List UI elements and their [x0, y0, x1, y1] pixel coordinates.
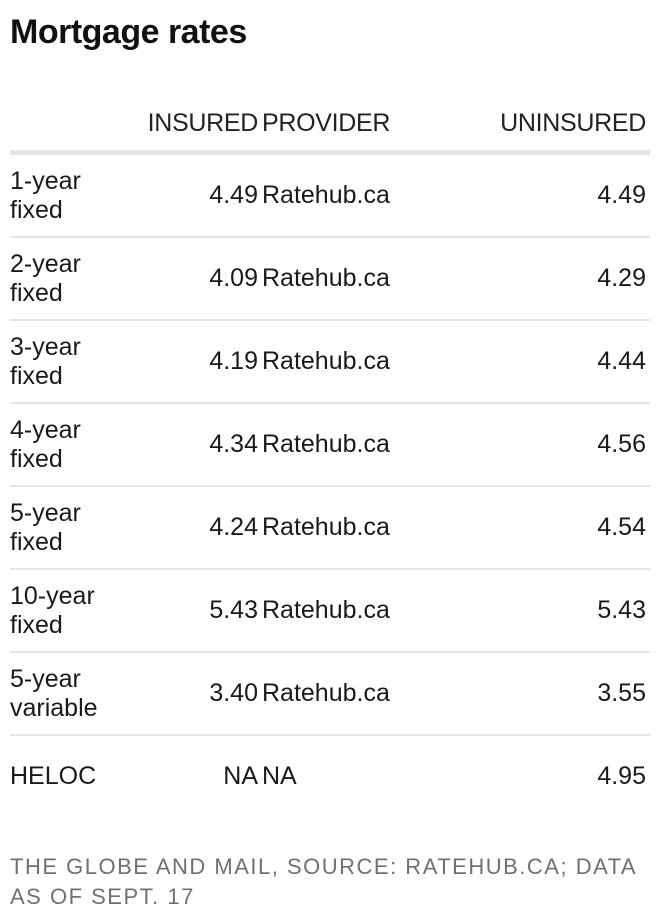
column-header-term	[10, 96, 130, 155]
insured-rate-cell: NA	[130, 735, 262, 817]
insured-rate-cell-text: 4.19	[209, 347, 258, 375]
provider-cell-text: Ratehub.ca	[262, 513, 390, 541]
insured-rate-cell: 4.34	[130, 403, 262, 487]
provider-cell-text: Ratehub.ca	[262, 347, 390, 375]
insured-rate-cell: 4.49	[130, 152, 262, 238]
provider-cell: Ratehub.ca	[262, 569, 462, 653]
term-cell: 2-year fixed	[10, 237, 130, 321]
uninsured-rate-cell: 4.44	[462, 320, 650, 404]
term-cell-text: 2-year fixed	[10, 249, 81, 307]
insured-rate-cell-text: 3.40	[209, 679, 258, 707]
table-row: 1-year fixed 4.49 Ratehub.ca 4.49	[10, 152, 650, 238]
table-header-row: INSURED PROVIDER UNINSURED	[10, 96, 650, 155]
provider-cell: Ratehub.ca	[262, 403, 462, 487]
insured-rate-cell-text: 4.09	[209, 264, 258, 292]
provider-cell: Ratehub.ca	[262, 237, 462, 321]
provider-cell: Ratehub.ca	[262, 652, 462, 736]
term-cell: 3-year fixed	[10, 320, 130, 404]
insured-rate-cell-text: 4.34	[209, 430, 258, 458]
insured-rate-cell-text: 4.24	[209, 513, 258, 541]
provider-cell-text: Ratehub.ca	[262, 430, 390, 458]
uninsured-rate-cell: 4.29	[462, 237, 650, 321]
term-cell: 4-year fixed	[10, 403, 130, 487]
provider-cell: Ratehub.ca	[262, 320, 462, 404]
insured-rate-cell: 4.19	[130, 320, 262, 404]
provider-cell-text: NA	[262, 762, 297, 790]
uninsured-rate-cell: 5.43	[462, 569, 650, 653]
uninsured-rate-cell: 4.49	[462, 152, 650, 238]
column-header-insured: INSURED	[130, 96, 262, 155]
term-cell-text: 5-year variable	[10, 664, 98, 722]
insured-rate-cell-text: 5.43	[209, 596, 258, 624]
uninsured-rate-cell-text: 3.55	[597, 679, 646, 707]
insured-rate-cell: 4.09	[130, 237, 262, 321]
term-cell-text: 5-year fixed	[10, 498, 81, 556]
term-cell-text: 1-year fixed	[10, 166, 81, 224]
mortgage-rates-table: INSURED PROVIDER UNINSURED 1-year fixed 4…	[10, 96, 650, 817]
uninsured-rate-cell: 3.55	[462, 652, 650, 736]
term-cell-text: 10-year fixed	[10, 581, 95, 639]
uninsured-rate-cell: 4.95	[462, 735, 650, 817]
term-cell: HELOC	[10, 735, 130, 817]
insured-rate-cell: 4.24	[130, 486, 262, 570]
insured-rate-cell: 3.40	[130, 652, 262, 736]
uninsured-rate-cell-text: 5.43	[597, 596, 646, 624]
insured-rate-cell-text: 4.49	[209, 181, 258, 209]
term-cell: 5-year fixed	[10, 486, 130, 570]
table-row: 10-year fixed 5.43 Ratehub.ca 5.43	[10, 569, 650, 653]
term-cell-text: 3-year fixed	[10, 332, 81, 390]
provider-cell-text: Ratehub.ca	[262, 596, 390, 624]
uninsured-rate-cell-text: 4.95	[597, 762, 646, 790]
provider-cell-text: Ratehub.ca	[262, 264, 390, 292]
provider-cell-text: Ratehub.ca	[262, 679, 390, 707]
term-cell: 5-year variable	[10, 652, 130, 736]
table-row: HELOC NA NA 4.95	[10, 735, 650, 817]
column-header-uninsured: UNINSURED	[462, 96, 650, 155]
insured-rate-cell: 5.43	[130, 569, 262, 653]
table-row: 5-year fixed 4.24 Ratehub.ca 4.54	[10, 486, 650, 570]
table-row: 2-year fixed 4.09 Ratehub.ca 4.29	[10, 237, 650, 321]
page-title: Mortgage rates	[10, 13, 247, 51]
provider-cell: Ratehub.ca	[262, 486, 462, 570]
table-row: 3-year fixed 4.19 Ratehub.ca 4.44	[10, 320, 650, 404]
uninsured-rate-cell-text: 4.54	[597, 513, 646, 541]
insured-rate-cell-text: NA	[223, 762, 258, 790]
uninsured-rate-cell: 4.54	[462, 486, 650, 570]
uninsured-rate-cell-text: 4.29	[597, 264, 646, 292]
column-header-provider: PROVIDER	[262, 96, 462, 155]
table-row: 4-year fixed 4.34 Ratehub.ca 4.56	[10, 403, 650, 487]
table-row: 5-year variable 3.40 Ratehub.ca 3.55	[10, 652, 650, 736]
uninsured-rate-cell-text: 4.56	[597, 430, 646, 458]
term-cell-text: HELOC	[10, 762, 97, 790]
provider-cell: NA	[262, 735, 462, 817]
source-note: THE GLOBE AND MAIL, SOURCE: RATEHUB.CA; …	[10, 854, 636, 909]
provider-cell-text: Ratehub.ca	[262, 181, 390, 209]
term-cell: 1-year fixed	[10, 152, 130, 238]
uninsured-rate-cell: 4.56	[462, 403, 650, 487]
uninsured-rate-cell-text: 4.44	[597, 347, 646, 375]
provider-cell: Ratehub.ca	[262, 152, 462, 238]
term-cell-text: 4-year fixed	[10, 415, 81, 473]
term-cell: 10-year fixed	[10, 569, 130, 653]
uninsured-rate-cell-text: 4.49	[597, 181, 646, 209]
